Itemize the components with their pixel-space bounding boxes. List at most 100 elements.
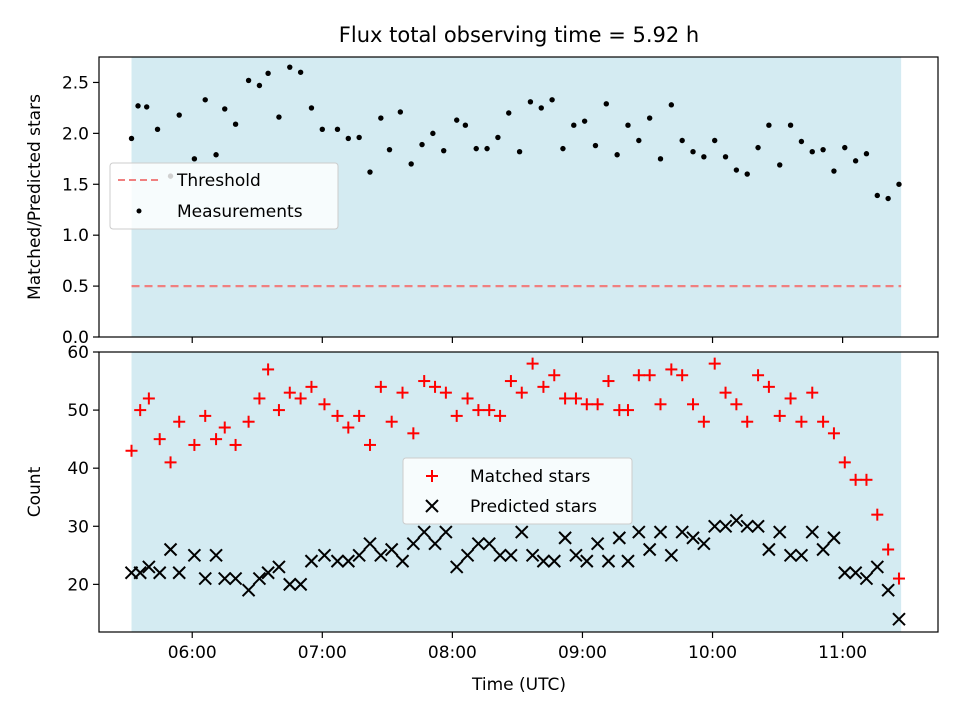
predicted-stars-point (569, 548, 583, 563)
measurement-point (787, 122, 794, 128)
top-legend-box (109, 162, 339, 230)
predicted-stars-point (428, 536, 442, 551)
matched-stars-point (134, 404, 147, 417)
predicted-stars-point (363, 536, 377, 551)
predicted-stars-point (697, 536, 711, 551)
measurement-point (809, 148, 815, 155)
matched-stars-point (687, 398, 700, 411)
matched-stars-point (892, 572, 905, 585)
measurement-point (135, 103, 141, 109)
measurement-point (143, 104, 150, 110)
measurement-point (367, 169, 373, 175)
bottom-y-tick-label: 60 (67, 343, 89, 363)
matched-stars-point (272, 404, 285, 417)
matched-stars-point (762, 380, 775, 393)
predicted-stars-point (590, 536, 605, 551)
predicted-stars-point (675, 525, 689, 539)
predicted-stars-point (172, 566, 186, 580)
measurement-point (319, 126, 325, 132)
predicted-stars-point (152, 566, 167, 580)
predicted-stars-point (142, 560, 156, 574)
predicted-stars-point (653, 525, 668, 539)
matched-stars-point (504, 375, 517, 388)
x-tick-label: 11:00 (818, 643, 867, 663)
measurement-point (265, 70, 271, 76)
predicted-stars-point (209, 548, 223, 563)
predicted-stars-point (439, 525, 453, 539)
measurement-point (527, 99, 534, 105)
measurement-point (863, 151, 870, 157)
measurement-point (386, 146, 393, 153)
bottom-y-ticks: 20 30 40 50 60 (67, 343, 99, 595)
matched-stars-point (773, 409, 786, 422)
predicted-stars-point (881, 583, 895, 597)
measurement-point (798, 138, 805, 145)
matched-stars-point (125, 444, 138, 457)
predicted-stars-point (547, 554, 561, 568)
bottom-y-tick-label: 20 (67, 575, 89, 595)
predicted-stars-point (241, 583, 256, 597)
matched-stars-point (363, 438, 376, 451)
measurement-point (516, 148, 523, 155)
measurement-point (777, 162, 783, 168)
measurement-point (668, 102, 675, 108)
predicted-stars-point (827, 531, 841, 545)
measurement-point (473, 145, 479, 152)
bottom-legend: Matched stars Predicted stars (402, 457, 633, 525)
legend-threshold-label: Threshold (176, 171, 261, 191)
matched-stars-point (665, 363, 678, 376)
matched-stars-point (385, 415, 398, 428)
matched-stars-point (305, 380, 318, 393)
measurement-point (831, 168, 837, 174)
matched-stars-point (537, 380, 550, 393)
matched-stars-point (882, 543, 895, 556)
matched-stars-point (730, 398, 743, 411)
matched-stars-point (229, 438, 242, 451)
matched-stars-point (741, 415, 754, 428)
measurement-point (636, 137, 642, 144)
measurement-point (202, 97, 208, 103)
predicted-stars-point (612, 531, 627, 545)
matched-stars-point (569, 392, 582, 405)
matched-stars-point (283, 386, 296, 399)
matched-stars-point (418, 375, 431, 388)
measurement-point (603, 101, 610, 107)
measurement-point (592, 142, 599, 149)
legend-matched-marker (426, 470, 438, 482)
measurement-point (441, 147, 447, 154)
predicted-stars-point (395, 554, 410, 568)
matched-stars-point (494, 409, 507, 422)
predicted-stars-point (870, 560, 885, 574)
predicted-stars-point (805, 525, 819, 539)
top-y-tick-label: 2.0 (62, 124, 89, 144)
bottom-legend-box (402, 457, 633, 525)
predicted-stars-point (471, 536, 486, 551)
predicted-stars-point (848, 566, 863, 580)
matched-stars-point (632, 369, 645, 382)
chart-title: Flux total observing time = 5.92 h (339, 23, 699, 47)
measurement-point (154, 126, 161, 132)
predicted-stars-point (163, 542, 178, 557)
measurement-point (625, 122, 631, 128)
measurement-point (308, 105, 315, 111)
bottom-y-tick-label: 40 (67, 459, 89, 479)
matched-stars-point (318, 398, 331, 411)
predicted-stars-point (642, 542, 657, 557)
matched-stars-point (654, 398, 667, 411)
predicted-stars-point (252, 571, 267, 586)
matched-stars-point (643, 369, 656, 382)
predicted-stars-point (493, 548, 507, 563)
measurement-point (334, 126, 341, 132)
matched-stars-point (210, 433, 223, 446)
predicted-stars-point (838, 566, 852, 580)
matched-stars-point (860, 473, 873, 486)
predicted-stars-point (816, 542, 830, 557)
measurement-point (657, 156, 664, 162)
measurement-point (454, 117, 460, 123)
predicted-stars-point (482, 536, 496, 551)
measurement-point (614, 152, 620, 158)
predicted-stars-point (374, 548, 388, 563)
matched-stars-point (849, 473, 862, 486)
measurement-point (581, 118, 588, 124)
